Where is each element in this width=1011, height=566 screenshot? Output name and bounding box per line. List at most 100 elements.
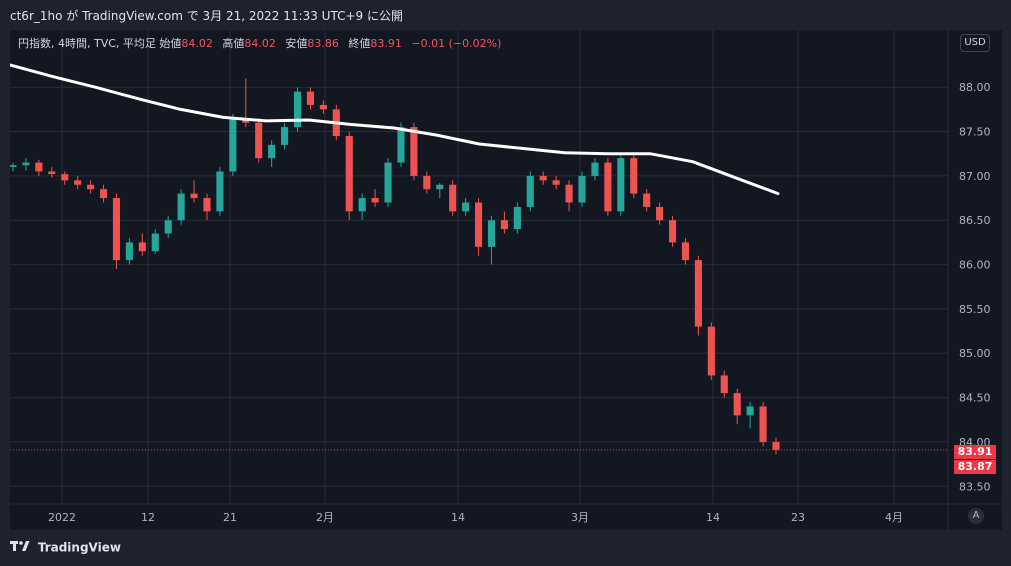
candle-body xyxy=(203,198,211,212)
candle xyxy=(656,202,664,225)
candle xyxy=(759,402,767,447)
time-tick-label: 3月 xyxy=(571,511,589,524)
candle-body xyxy=(125,242,133,261)
candle-body xyxy=(74,180,82,185)
price-tick-label: 87.00 xyxy=(959,170,991,183)
time-tick-label: 2022 xyxy=(48,511,76,524)
footer-brand: TradingView xyxy=(37,540,121,555)
candle-body xyxy=(539,175,547,181)
time-tick-label: 12 xyxy=(141,511,155,524)
candle xyxy=(203,193,211,221)
price-tick-label: 83.50 xyxy=(959,480,991,493)
candle xyxy=(229,113,237,176)
publish-header: ct6r_1ho が TradingView.com で 3月 21, 2022… xyxy=(0,0,1011,30)
candle xyxy=(423,171,431,194)
legend-high-label: 高値 xyxy=(222,37,245,50)
candle-body xyxy=(733,393,741,416)
candle xyxy=(500,211,508,234)
candle xyxy=(681,237,690,265)
legend-symbol: 円指数, 4時間, TVC, 平均足 xyxy=(18,37,156,50)
publish-caption: ct6r_1ho が TradingView.com で 3月 21, 2022… xyxy=(10,9,403,23)
candle-body xyxy=(306,91,314,105)
candle-body xyxy=(319,104,327,110)
candle xyxy=(526,171,534,212)
candle xyxy=(604,158,612,216)
candle xyxy=(513,202,521,234)
currency-button[interactable]: USD xyxy=(960,34,990,52)
candle xyxy=(591,158,599,181)
candle xyxy=(319,100,327,114)
candle-body xyxy=(630,158,638,194)
candle xyxy=(552,175,560,190)
price-tick-label: 85.50 xyxy=(959,303,991,316)
candle xyxy=(475,198,483,256)
candle xyxy=(487,215,496,265)
price-tick-label: 86.50 xyxy=(959,214,991,227)
candle-body xyxy=(720,375,728,394)
time-tick-label: 21 xyxy=(223,511,237,524)
footer: TradingView xyxy=(10,540,121,555)
price-axis[interactable]: 88.00 87.50 87.00 86.50 86.00 85.50 85.00 84.50… xyxy=(959,81,991,493)
candle-body xyxy=(345,135,353,212)
candle-body xyxy=(656,206,664,221)
candle-body xyxy=(526,175,534,207)
tradingview-logo-icon xyxy=(10,540,30,555)
candle-body xyxy=(397,127,405,163)
candle-body xyxy=(552,180,560,185)
price-chart[interactable]: 88.00 87.50 87.00 86.50 86.00 85.50 85.00 84.50… xyxy=(10,30,1002,530)
legend-close: 83.91 xyxy=(370,37,402,50)
price-tick-label: 88.00 xyxy=(959,81,991,94)
time-tick-label: 2月 xyxy=(316,511,334,524)
candle xyxy=(772,437,780,455)
time-tick-label: 4月 xyxy=(885,511,903,524)
candle xyxy=(216,167,224,216)
time-tick-label: 14 xyxy=(451,511,465,524)
candle xyxy=(99,184,108,203)
candle xyxy=(565,180,573,212)
candle-body xyxy=(591,162,599,176)
candle-body xyxy=(112,198,121,261)
candle-body xyxy=(138,242,146,252)
candles xyxy=(10,78,780,455)
candle-body xyxy=(10,165,17,168)
candle-body xyxy=(500,220,508,230)
moving-average xyxy=(10,63,780,196)
auto-scale-icon[interactable]: A xyxy=(968,508,984,524)
candle-body xyxy=(164,220,172,234)
candle xyxy=(617,153,625,216)
time-axis[interactable]: 2022 12 21 2月 14 3月 14 23 4月 xyxy=(48,511,903,524)
candle xyxy=(371,189,379,207)
last-price-tag: 83.91 xyxy=(954,445,996,459)
candle-body xyxy=(151,233,159,252)
candle xyxy=(436,182,444,199)
candle-body xyxy=(190,193,198,199)
legend-high: 84.02 xyxy=(244,37,276,50)
candle xyxy=(358,193,366,221)
candle xyxy=(48,167,56,178)
candle-body xyxy=(449,184,457,212)
candle xyxy=(707,322,715,380)
legend-low: 83.86 xyxy=(307,37,339,50)
low-price-tag: 83.87 xyxy=(954,460,996,474)
candle xyxy=(22,158,30,171)
candle-body xyxy=(229,118,237,172)
candle xyxy=(746,402,754,429)
candle xyxy=(281,122,289,150)
chart-frame[interactable] xyxy=(10,30,1002,530)
candle xyxy=(384,158,392,207)
candle-body xyxy=(410,127,418,176)
candle xyxy=(630,153,638,199)
candle xyxy=(190,180,198,203)
candle-body xyxy=(578,175,586,203)
candle-body xyxy=(358,198,366,212)
candle-body xyxy=(565,184,573,203)
candle xyxy=(10,162,17,172)
candle xyxy=(87,180,95,194)
candle-body xyxy=(384,162,392,203)
time-tick-label: 23 xyxy=(791,511,805,524)
legend-change: −0.01 (−0.02%) xyxy=(411,37,502,50)
price-tick-label: 86.00 xyxy=(959,259,991,272)
candle-body xyxy=(177,193,185,221)
candle xyxy=(74,175,82,190)
candle-body xyxy=(48,171,56,175)
